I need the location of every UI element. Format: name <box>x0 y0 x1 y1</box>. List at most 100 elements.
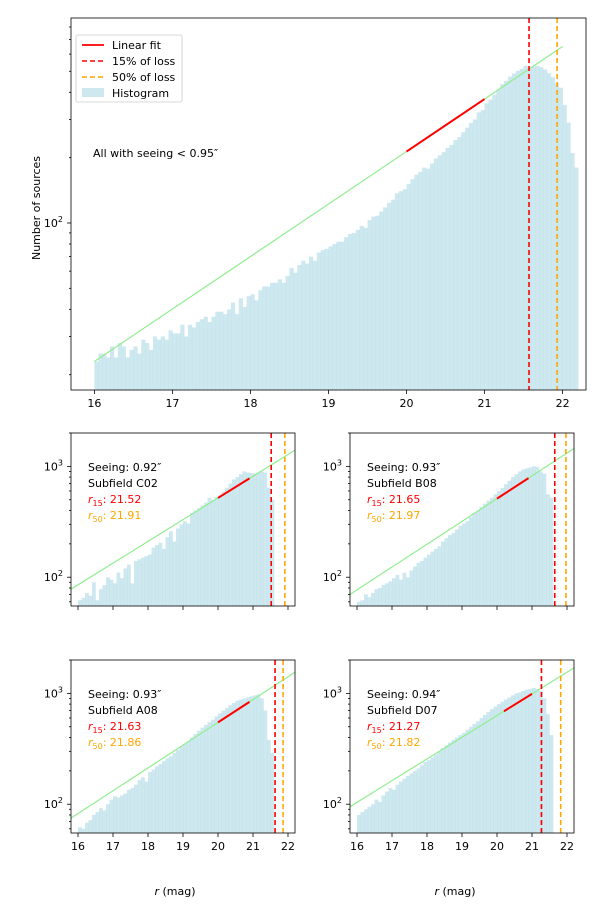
d07-x-axis-ticks: 16 17 18 19 20 21 22 <box>350 833 574 853</box>
main-histogram-bar <box>500 84 505 390</box>
main-histogram-bar <box>133 346 138 390</box>
main-histogram-bar <box>379 211 384 390</box>
main-histogram-bar <box>211 316 216 390</box>
main-histogram-bar <box>531 66 536 390</box>
b08-histogram-bar <box>374 589 379 606</box>
main-histogram-bar <box>129 349 134 390</box>
c02-subfield-label: Subfield C02 <box>88 477 158 490</box>
main-histogram-bar <box>523 65 528 390</box>
a08-x-tick-label: 22 <box>281 840 295 853</box>
b08-histogram-bar <box>367 597 372 606</box>
b08-histogram-bar <box>465 521 470 606</box>
c02-histogram-bar <box>186 523 191 606</box>
main-histogram-bar <box>152 336 158 390</box>
main-histogram-bar <box>371 216 376 390</box>
subfield-b08-panel: 102 103 Seeing: 0.93″ Subfield B08 r15: 2… <box>323 432 575 610</box>
main-histogram-bar <box>488 99 493 390</box>
d07-histogram-bar <box>458 735 463 833</box>
main-histogram-bar <box>468 122 474 390</box>
d07-histogram-bar <box>409 773 414 833</box>
main-histogram-bar <box>546 73 552 390</box>
a08-histogram-bars <box>78 694 275 833</box>
d07-histogram-bar <box>518 692 522 833</box>
b08-x-axis-ticks <box>356 606 568 610</box>
b08-y-tick-label: 103 <box>323 458 342 473</box>
c02-histogram-bar <box>200 505 205 606</box>
a08-histogram-bar <box>81 828 86 833</box>
b08-histogram-bar <box>458 525 463 606</box>
main-histogram-bar <box>199 319 204 390</box>
c02-histogram-bar <box>246 472 250 606</box>
a08-histogram-bar <box>109 799 114 833</box>
c02-histogram-bar <box>179 524 184 606</box>
main-histogram-bar <box>207 321 212 390</box>
a08-histogram-bar <box>193 734 198 833</box>
a08-x-tick-label: 17 <box>106 840 120 853</box>
subfield-a08-panel: 16 17 18 19 20 21 22 102 103 Seeing: 0.93″ Subf… <box>44 659 296 898</box>
main-histogram-bar <box>266 286 271 390</box>
d07-y-tick-label: 103 <box>323 685 342 700</box>
main-histogram-bar <box>137 353 142 390</box>
main-y-axis-label: Number of sources <box>30 156 43 260</box>
c02-histogram-bar <box>253 473 257 606</box>
c02-histogram-bar <box>172 541 177 606</box>
main-histogram-bars <box>94 65 579 391</box>
b08-histogram-bar <box>483 503 487 606</box>
b08-histogram-bar <box>392 578 396 606</box>
c02-histogram-bar <box>120 578 124 606</box>
a08-histogram-bar <box>127 789 131 833</box>
c02-histogram-bar <box>207 497 212 606</box>
main-histogram-bar <box>320 250 325 390</box>
d07-x-axis-label: r (mag) <box>434 885 475 898</box>
a08-histogram-bar <box>106 804 110 833</box>
b08-histogram-bar <box>525 468 529 606</box>
main-y-tick-label: 102 <box>44 215 63 230</box>
d07-histogram-bar <box>434 754 438 833</box>
b08-histogram-bar <box>451 533 456 606</box>
main-histogram-bar <box>472 119 478 391</box>
c02-histogram-bar <box>99 589 103 606</box>
main-histogram-bar <box>106 357 111 390</box>
main-histogram-panel: 16 17 18 19 20 21 22 102 All with seeing < 0.9… <box>30 17 587 410</box>
main-histogram-bar <box>145 342 150 390</box>
c02-histogram-bar <box>176 528 180 606</box>
d07-histogram-bar <box>514 693 519 833</box>
d07-histogram-bar <box>392 789 396 833</box>
main-histogram-bar <box>355 229 361 390</box>
a08-histogram-bar <box>186 741 191 833</box>
b08-histogram-bar <box>406 577 410 606</box>
a08-histogram-bar <box>113 796 117 833</box>
b08-histogram-bar <box>469 516 473 606</box>
main-histogram-bar <box>258 290 263 390</box>
b08-histogram-bar <box>430 551 435 606</box>
c02-y-tick-label: 102 <box>44 569 63 584</box>
d07-x-tick-label: 19 <box>455 840 469 853</box>
d07-histogram-bar <box>490 709 494 833</box>
b08-histogram-bar <box>462 523 466 606</box>
c02-histogram-bar <box>130 583 135 606</box>
c02-histogram-bar <box>92 582 96 606</box>
a08-y-tick-label: 102 <box>44 796 63 811</box>
a08-linear-fit-segment <box>217 701 251 724</box>
c02-y-tick-label: 103 <box>44 458 63 473</box>
b08-histogram-bar <box>378 587 382 606</box>
c02-histogram-bar <box>190 512 194 606</box>
main-histogram-bar <box>340 241 345 390</box>
c02-histogram-bar <box>123 568 128 606</box>
d07-histogram-bar <box>444 745 449 833</box>
main-linear-fit-segment <box>405 98 486 153</box>
main-histogram-bar <box>511 73 517 390</box>
d07-histogram-bar <box>549 735 554 833</box>
main-histogram-bar <box>574 167 579 390</box>
main-histogram-bar <box>195 321 201 390</box>
b08-histogram-bar <box>500 487 505 606</box>
a08-histogram-bar <box>155 766 159 833</box>
d07-histogram-bar <box>413 770 417 833</box>
b08-histogram-bar <box>385 583 389 606</box>
main-histogram-bar <box>250 294 255 390</box>
c02-histogram-bar <box>260 471 264 606</box>
main-histogram-bar <box>168 330 173 390</box>
c02-histogram-bar <box>193 510 198 606</box>
main-histogram-bar <box>539 67 544 390</box>
main-histogram-bar <box>269 282 275 390</box>
